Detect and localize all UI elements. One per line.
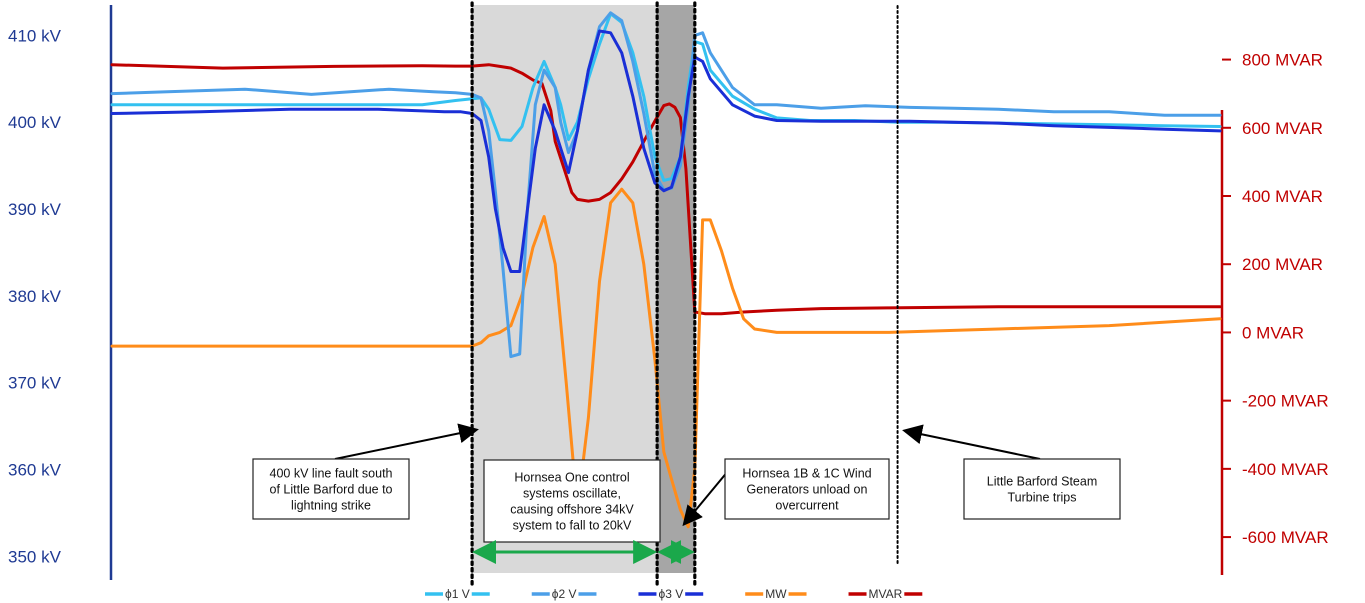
legend-item-phi3-v: ϕ3 V (638, 587, 704, 601)
annotations: 400 kV line fault south of Little Barford… (252, 423, 1121, 564)
legend-label: MW (765, 587, 787, 601)
right-tick-label: -200 MVAR (1242, 392, 1329, 411)
legend-item-phi2-v: ϕ2 V (531, 587, 597, 601)
annotation-text-line-fault: 400 kV line fault south (270, 467, 393, 481)
annotation-text-hornsea-one: systems oscillate, (523, 487, 621, 501)
left-tick-label: 350 kV (8, 547, 62, 566)
right-tick-label: 0 MVAR (1242, 323, 1304, 342)
annotation-box-little-barford-trip (963, 458, 1121, 520)
annotation-box-line-fault (252, 458, 410, 520)
annotation-text-little-barford-trip: Little Barford Steam (987, 475, 1097, 489)
series-line-phi2-v (110, 11, 1222, 359)
legend-item-mw: MW (745, 587, 807, 601)
left-tick-label: 390 kV (8, 200, 62, 219)
left-tick-label: 360 kV (8, 460, 62, 479)
annotation-text-hornsea-1b-1c: Hornsea 1B & 1C Wind (742, 467, 871, 481)
legend: ϕ1 V ϕ2 V ϕ3 V MW MVAR (425, 587, 923, 601)
right-tick-label: 800 MVAR (1242, 51, 1323, 70)
legend-item-mvar: MVAR (848, 587, 923, 601)
annotation-box-hornsea-1b-1c (724, 458, 890, 520)
legend-label: ϕ1 V (445, 587, 470, 601)
annotation-text-little-barford-trip: Turbine trips (1007, 491, 1076, 505)
legend-label: ϕ3 V (658, 587, 683, 601)
left-tick-label: 400 kV (8, 113, 62, 132)
annotation-text-hornsea-1b-1c: Generators unload on (747, 483, 868, 497)
right-tick-label: 600 MVAR (1242, 119, 1323, 138)
series-lines (110, 11, 1222, 529)
left-tick-label: 410 kV (8, 26, 62, 45)
annotation-text-hornsea-one: causing offshore 34kV (510, 503, 634, 517)
annotation-text-hornsea-one: system to fall to 20kV (513, 519, 632, 533)
right-tick-label: 400 MVAR (1242, 187, 1323, 206)
series-line-mvar (110, 63, 1222, 316)
series-line-phi3-v (110, 29, 1222, 273)
annotation-text-line-fault: of Little Barford due to (270, 483, 393, 497)
right-tick-label: -600 MVAR (1242, 528, 1329, 547)
annotation-text-hornsea-1b-1c: overcurrent (775, 499, 839, 513)
legend-item-phi1-v: ϕ1 V (425, 587, 490, 601)
right-tick-label: 200 MVAR (1242, 255, 1323, 274)
annotation-text-line-fault: lightning strike (291, 499, 371, 513)
legend-label: ϕ2 V (552, 587, 577, 601)
series-line-mw (110, 187, 1222, 529)
annotation-arrow-little-barford-trip (902, 424, 1041, 460)
annotation-text-hornsea-one: Hornsea One control (514, 471, 629, 485)
right-tick-label: -400 MVAR (1242, 460, 1329, 479)
left-tick-label: 370 kV (8, 374, 62, 393)
legend-label: MVAR (869, 587, 903, 601)
axes: 350 kV 360 kV 370 kV 380 kV 390 kV 400 kV 410 … (8, 5, 1329, 580)
annotation-arrow-line-fault (334, 423, 479, 460)
left-tick-label: 380 kV (8, 287, 62, 306)
annotation-box-hornsea-one (483, 459, 661, 543)
